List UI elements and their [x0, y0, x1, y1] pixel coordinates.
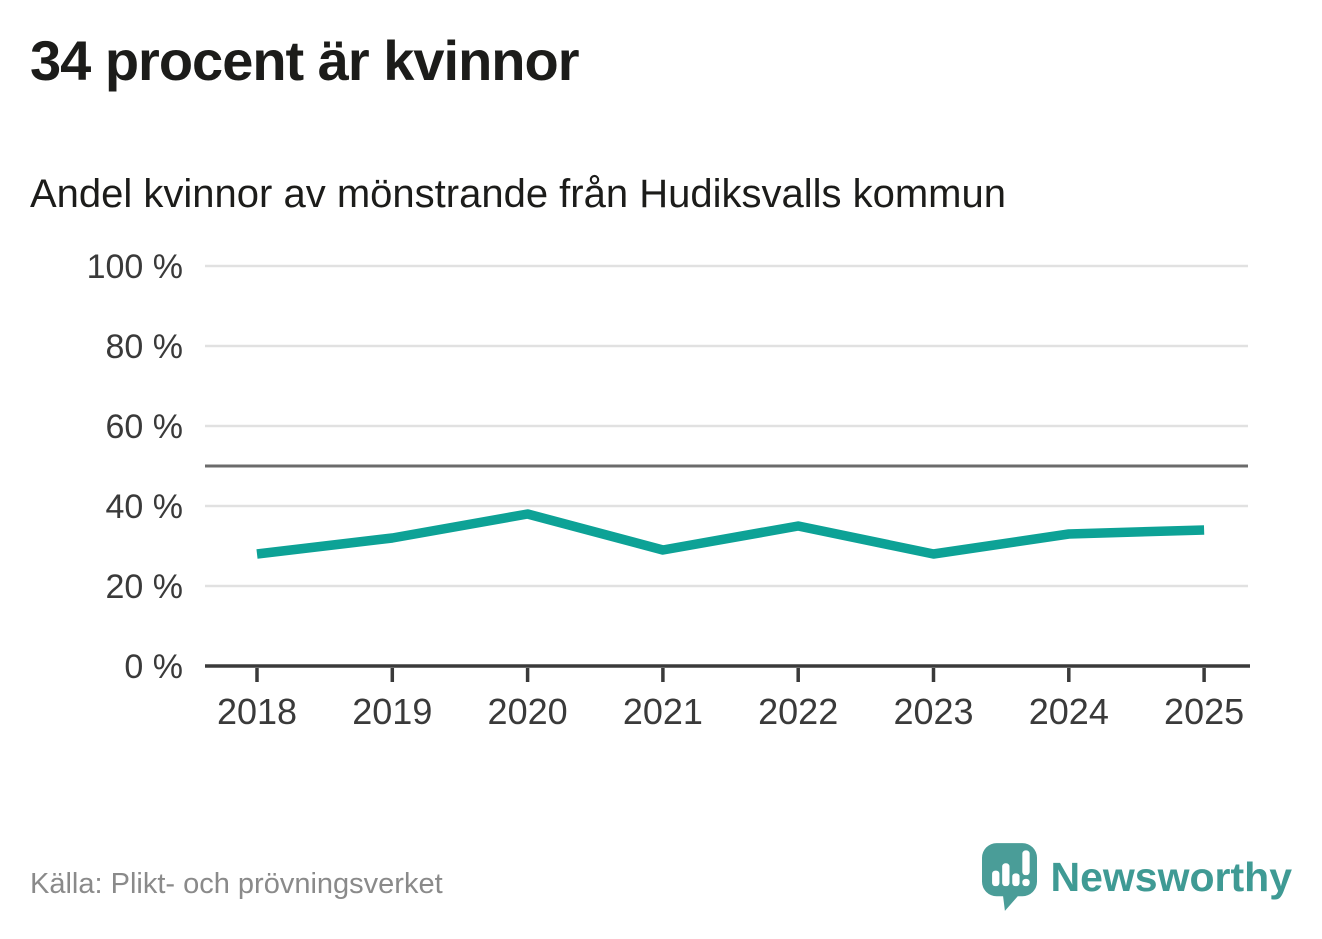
- y-axis-labels: 0 % 20 % 40 % 60 % 80 % 100 %: [87, 248, 183, 686]
- logo-exclamation-dot: [1021, 878, 1030, 887]
- newsworthy-logo-icon: [981, 843, 1037, 911]
- x-tick-label: 2018: [217, 691, 297, 732]
- x-tick-label: 2019: [352, 691, 432, 732]
- newsworthy-wordmark: Newsworthy: [1050, 853, 1293, 900]
- x-tick-label: 2021: [623, 691, 703, 732]
- x-tick-label: 2022: [758, 691, 838, 732]
- chart-title: 34 procent är kvinnor: [30, 29, 580, 92]
- y-tick-label: 60 %: [106, 408, 184, 446]
- chart-subtitle: Andel kvinnor av mönstrande från Hudiksv…: [30, 172, 1006, 216]
- y-tick-label: 20 %: [106, 568, 184, 606]
- x-tick-label: 2024: [1029, 691, 1109, 732]
- logo-exclamation-bar: [1021, 850, 1030, 876]
- y-tick-label: 100 %: [87, 248, 183, 286]
- y-tick-label: 0 %: [124, 648, 183, 686]
- x-axis-labels: 2018 2019 2020 2021 2022 2023 2024 2025: [217, 691, 1244, 732]
- y-tick-label: 40 %: [106, 488, 184, 526]
- data-line: [256, 509, 1205, 559]
- newsworthy-logo: Newsworthy: [981, 843, 1293, 911]
- source-caption: Källa: Plikt- och prövningsverket: [30, 868, 443, 900]
- x-axis: [205, 664, 1250, 682]
- logo-bar-tall: [1001, 863, 1009, 887]
- logo-bar-small: [991, 870, 999, 887]
- y-tick-label: 80 %: [106, 328, 184, 366]
- gridlines: [205, 264, 1248, 588]
- data-polyline: [256, 509, 1205, 559]
- logo-bar-medium: [1011, 873, 1020, 887]
- x-tick-label: 2020: [488, 691, 568, 732]
- logo-bars-and-exclamation: [991, 850, 1030, 887]
- x-tick-label: 2023: [893, 691, 973, 732]
- x-tick-label: 2025: [1164, 691, 1244, 732]
